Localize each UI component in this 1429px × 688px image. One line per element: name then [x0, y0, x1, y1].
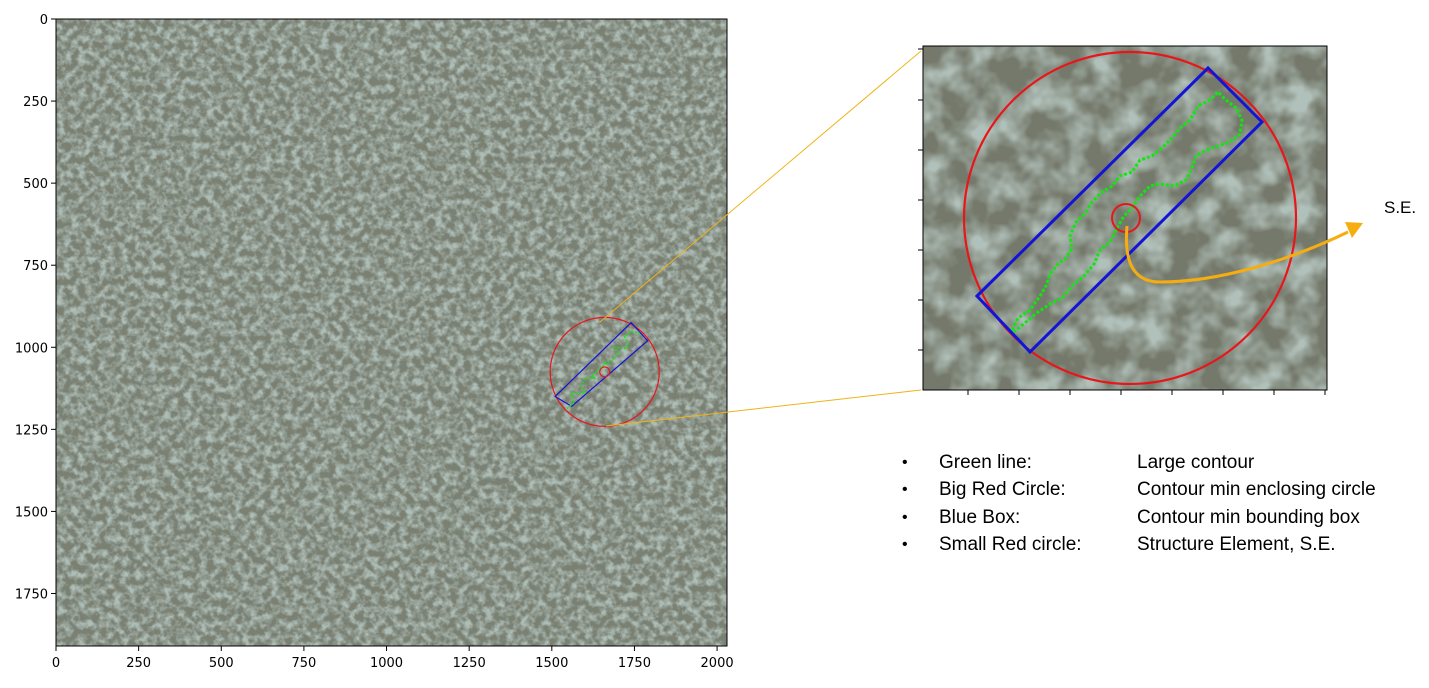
- x-tick-label: 1500: [535, 656, 568, 671]
- legend-item: • Green line: Large contour: [898, 449, 1418, 477]
- bullet-icon: •: [902, 536, 908, 554]
- zoom-inset: [918, 45, 1328, 395]
- legend-item: • Big Red Circle: Contour min enclosing ci…: [898, 477, 1418, 505]
- zoom-contour-line: [1010, 89, 1244, 334]
- se-arrow-head: [1345, 222, 1363, 238]
- legend-item: • Small Red circle: Structure Element, S.E…: [898, 532, 1418, 560]
- x-tick-label: 0: [52, 656, 60, 671]
- main-y-axis: 0 250 500 750 1000 1250 1500 1750: [15, 13, 56, 602]
- bullet-icon: •: [902, 453, 908, 471]
- main-plot: 0 250 500 750 1000 1250 1500 1750 2000 0 250 500 75…: [15, 13, 734, 671]
- legend: • Green line: Large contour • Big Red Circle…: [898, 449, 1418, 559]
- y-tick-label: 1750: [15, 587, 48, 602]
- x-tick-label: 2000: [701, 656, 734, 671]
- zoom-image-canopy-texture: [923, 46, 1327, 390]
- legend-item-description: Contour min bounding box: [1137, 506, 1360, 528]
- legend-item-description: Large contour: [1137, 451, 1255, 473]
- legend-item-description: Contour min enclosing circle: [1137, 479, 1376, 501]
- legend-item-name: Big Red Circle:: [939, 479, 1066, 501]
- legend-item-description: Structure Element, S.E.: [1137, 534, 1336, 556]
- bullet-icon: •: [902, 508, 908, 526]
- x-tick-label: 750: [291, 656, 316, 671]
- main-image-light-overlay: [56, 19, 727, 646]
- x-tick-label: 1250: [453, 656, 486, 671]
- zoom-connector-top: [599, 50, 922, 323]
- se-arrow-curve: [1124, 225, 1349, 284]
- se-annotation-label: S.E.: [1384, 198, 1416, 217]
- y-tick-label: 500: [23, 177, 48, 192]
- legend-item: • Blue Box: Contour min bounding box: [898, 504, 1418, 532]
- bullet-icon: •: [902, 481, 908, 499]
- zoom-axes-frame: [922, 45, 1328, 391]
- main-overlay-shapes: [549, 316, 660, 428]
- main-image-canopy-texture: [56, 19, 727, 646]
- zoom-image-light-overlay: [923, 46, 1327, 390]
- y-tick-label: 1250: [15, 423, 48, 438]
- zoom-bounding-box: [974, 65, 1265, 355]
- x-tick-label: 1000: [370, 656, 403, 671]
- x-tick-label: 1750: [618, 656, 651, 671]
- main-x-axis: 0 250 500 750 1000 1250 1500 1750 2000: [52, 646, 734, 671]
- y-tick-label: 250: [23, 95, 48, 110]
- main-contour-line: [566, 331, 640, 410]
- y-tick-label: 1000: [15, 341, 48, 356]
- legend-item-name: Green line:: [939, 451, 1032, 473]
- y-tick-label: 0: [40, 13, 48, 28]
- zoom-connector-bottom: [605, 389, 922, 427]
- zoom-enclosing-circle: [962, 50, 1298, 386]
- y-tick-label: 1500: [15, 505, 48, 520]
- x-tick-label: 250: [126, 656, 151, 671]
- y-tick-label: 750: [23, 259, 48, 274]
- main-enclosing-circle: [549, 316, 660, 428]
- zoom-tick-marks: [918, 48, 1326, 395]
- legend-item-name: Blue Box:: [939, 506, 1021, 528]
- main-bounding-box: [554, 321, 649, 408]
- main-axes-frame: [55, 18, 728, 647]
- legend-item-name: Small Red circle:: [939, 534, 1082, 556]
- x-tick-label: 500: [209, 656, 234, 671]
- main-structure-element-circle: [599, 366, 611, 378]
